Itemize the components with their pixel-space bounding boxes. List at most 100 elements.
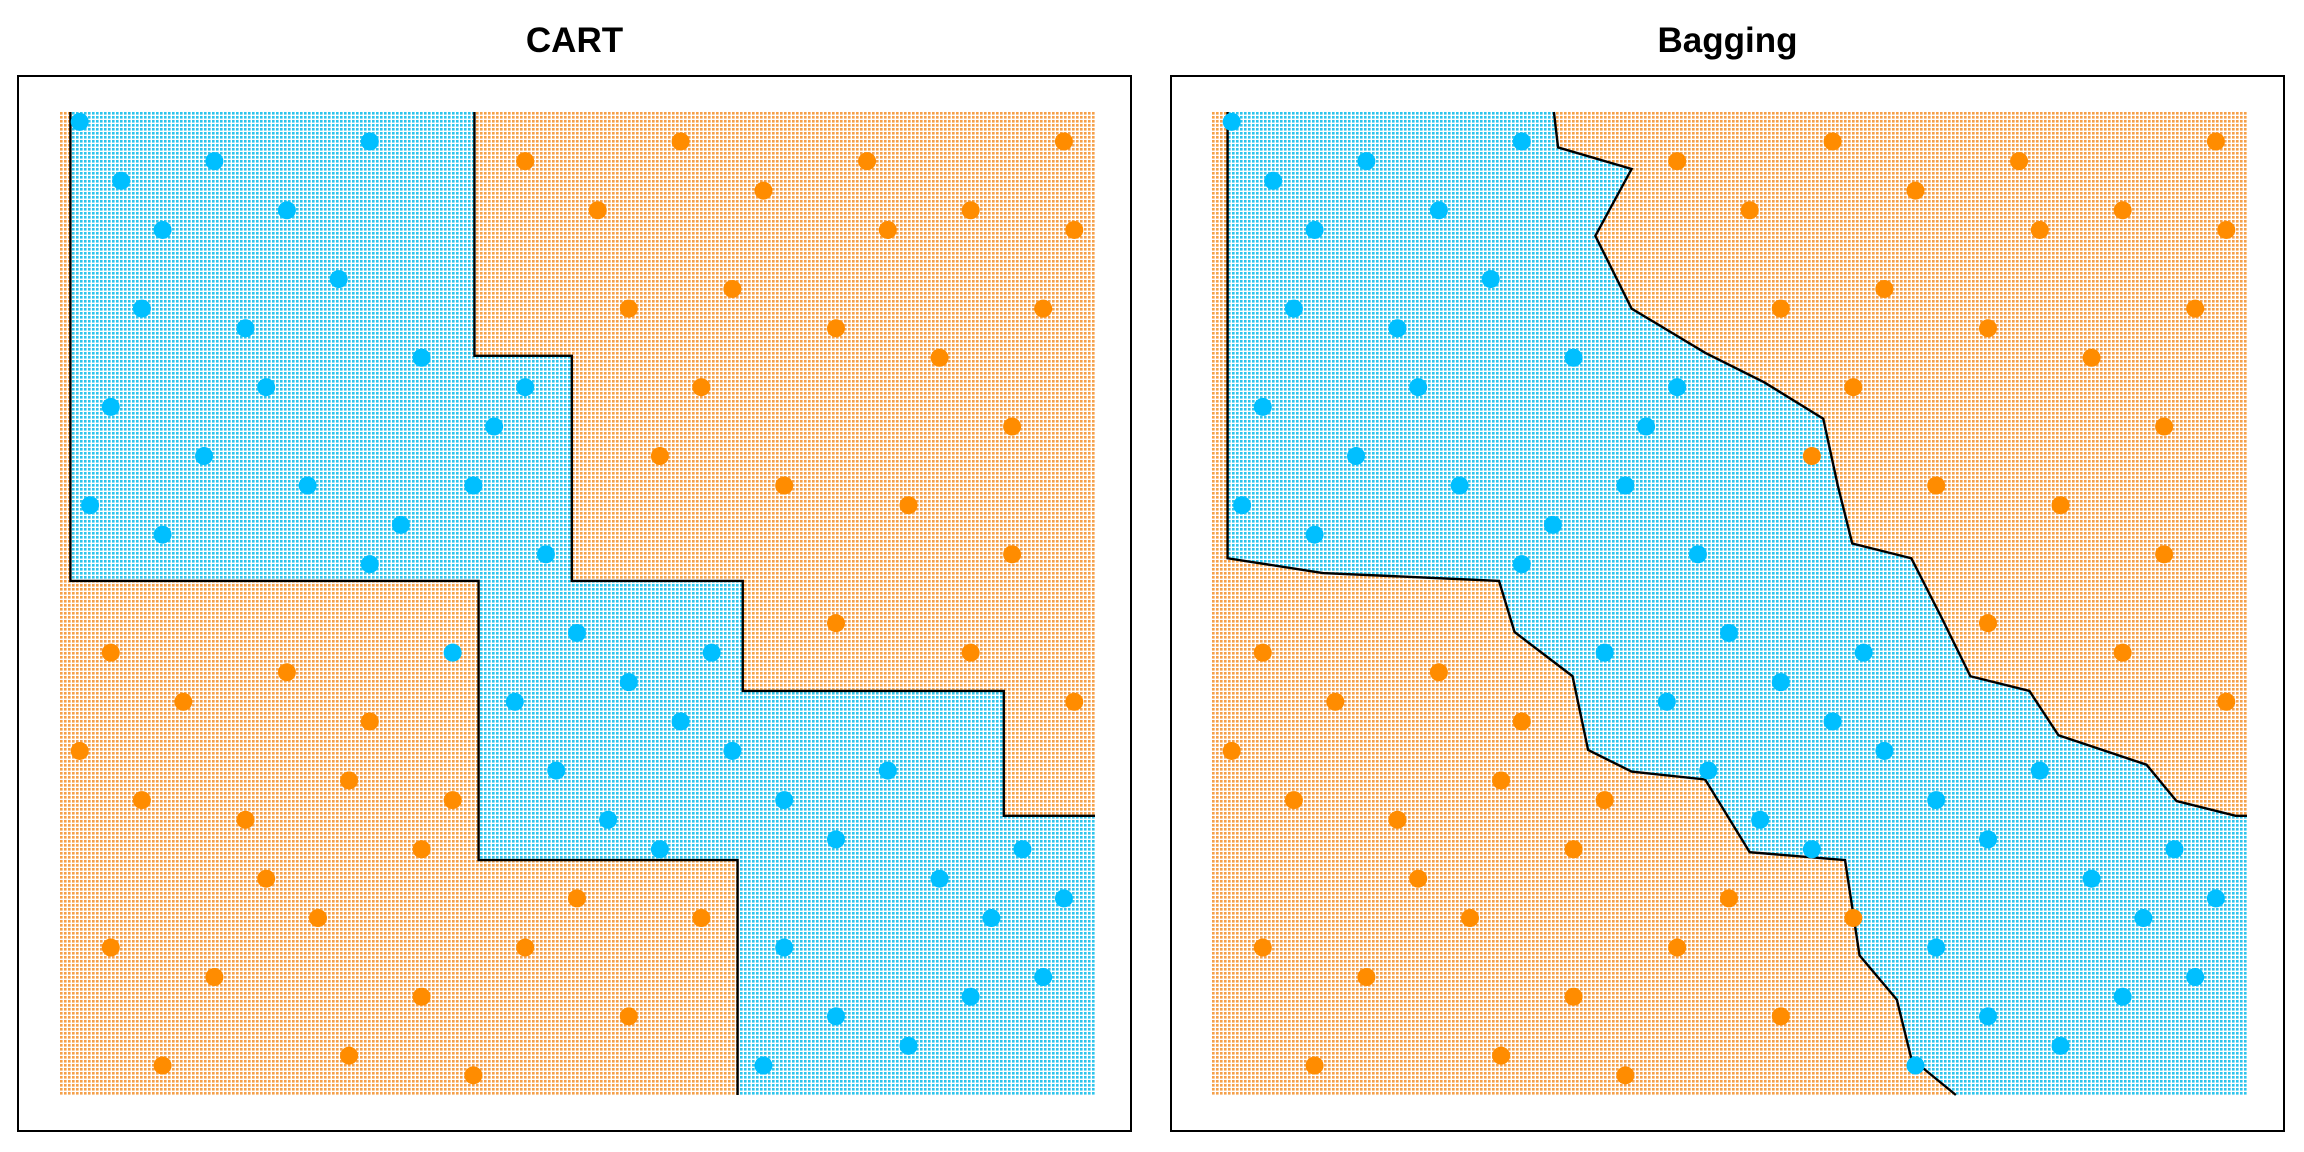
data-point <box>1222 112 1241 131</box>
data-point <box>236 810 255 829</box>
data-point <box>101 397 120 416</box>
data-point <box>1979 830 1997 849</box>
data-point <box>153 220 172 239</box>
data-point <box>1054 132 1073 151</box>
data-point <box>340 1046 359 1065</box>
data-point <box>536 545 555 564</box>
data-point <box>1564 840 1583 859</box>
data-point <box>1003 417 1022 436</box>
region-blue <box>1227 112 2247 1095</box>
data-point <box>2051 1036 2070 1055</box>
data-point <box>1720 889 1738 908</box>
data-point <box>1823 712 1842 731</box>
data-point <box>775 476 794 495</box>
data-point <box>671 712 690 731</box>
data-point <box>961 643 980 662</box>
data-point <box>961 987 980 1006</box>
data-point <box>2113 201 2132 220</box>
data-point <box>827 830 845 849</box>
data-point <box>236 319 255 338</box>
decision-boundary <box>473 112 1095 818</box>
data-point <box>1771 299 1790 318</box>
data-point <box>101 938 120 957</box>
data-point <box>1637 417 1656 436</box>
data-point <box>1481 270 1500 289</box>
data-point <box>360 555 379 574</box>
data-point <box>2010 152 2029 171</box>
data-point <box>619 299 638 318</box>
data-point <box>599 810 618 829</box>
plot-frame <box>1170 75 2285 1132</box>
data-point <box>1347 447 1366 466</box>
data-point <box>1979 614 1997 633</box>
data-point <box>1450 476 1469 495</box>
data-point <box>2082 869 2101 888</box>
data-point <box>360 132 379 151</box>
data-point <box>1388 810 1407 829</box>
data-point <box>1357 968 1376 987</box>
data-point <box>1357 152 1376 171</box>
data-point <box>1802 447 1821 466</box>
data-point <box>1388 319 1407 338</box>
data-point <box>1616 1066 1635 1085</box>
data-point <box>1253 938 1272 957</box>
data-point <box>101 643 120 662</box>
data-point <box>1409 378 1428 397</box>
data-point <box>1595 791 1614 810</box>
data-point <box>723 741 742 760</box>
data-point <box>1409 869 1428 888</box>
data-point <box>754 181 773 200</box>
data-point <box>1543 515 1562 534</box>
data-point <box>827 319 845 338</box>
panel-title: CART <box>526 21 623 60</box>
data-point <box>982 909 1001 928</box>
data-point <box>827 1007 845 1026</box>
data-point <box>1823 132 1842 151</box>
data-point <box>412 840 431 859</box>
data-point <box>1875 741 1894 760</box>
data-point <box>1564 348 1583 367</box>
data-point <box>1305 220 1324 239</box>
data-point <box>1253 397 1272 416</box>
data-point <box>1034 968 1053 987</box>
data-point <box>702 643 721 662</box>
data-point <box>692 378 711 397</box>
data-point <box>1802 840 1821 859</box>
data-point <box>650 840 669 859</box>
plot-frame <box>17 75 1132 1132</box>
data-point <box>1595 643 1614 662</box>
data-point <box>1284 299 1303 318</box>
data-point <box>1844 909 1863 928</box>
data-point <box>754 1056 773 1075</box>
data-point <box>340 771 359 790</box>
data-point <box>1305 525 1324 544</box>
data-point <box>1979 319 1997 338</box>
data-point <box>2165 840 2184 859</box>
data-point <box>1233 496 1252 515</box>
data-point <box>2113 643 2132 662</box>
data-point <box>2206 132 2225 151</box>
data-point <box>858 152 877 171</box>
data-point <box>1326 692 1345 711</box>
panel-title: Bagging <box>1658 21 1798 60</box>
data-point <box>1720 623 1738 642</box>
data-point <box>1875 279 1894 298</box>
data-point <box>464 1066 483 1085</box>
data-point <box>878 761 897 780</box>
data-point <box>961 201 980 220</box>
panel: Bagging <box>1170 21 2285 1132</box>
data-point <box>257 869 276 888</box>
data-point <box>132 299 151 318</box>
data-point <box>2155 417 2174 436</box>
data-point <box>2217 220 2236 239</box>
data-point <box>1013 840 1032 859</box>
data-point <box>2134 909 2153 928</box>
data-point <box>1854 643 1873 662</box>
data-point <box>1751 810 1770 829</box>
data-point <box>1054 889 1073 908</box>
data-point <box>1003 545 1022 564</box>
data-point <box>412 348 431 367</box>
data-point <box>360 712 379 731</box>
data-point <box>1740 201 1759 220</box>
